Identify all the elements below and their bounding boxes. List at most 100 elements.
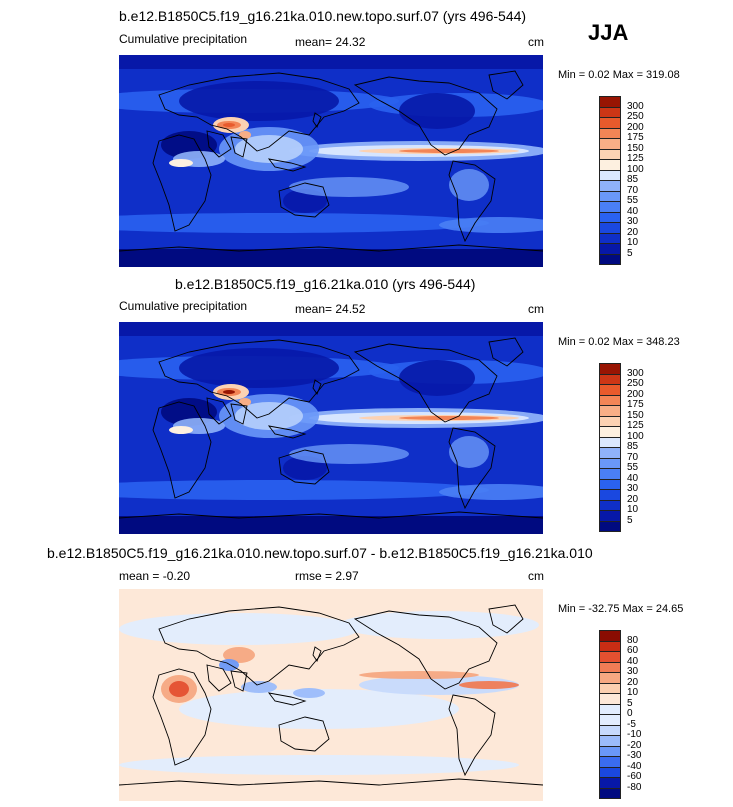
colorbar-segment — [599, 190, 621, 202]
colorbar-tick-label: 85 — [627, 441, 639, 452]
colorbar-tick-label: 85 — [627, 174, 639, 185]
colorbar-segment — [599, 405, 621, 417]
colorbar-segment — [599, 489, 621, 501]
colorbar-segment — [599, 384, 621, 396]
colorbar-tick-label: 10 — [627, 504, 639, 515]
colorbar-segment — [599, 222, 621, 234]
panel-1-title: b.e12.B1850C5.f19_g16.21ka.010.new.topo.… — [119, 8, 527, 24]
panel-1-colorbar: 5 10 20 30 40 55 70 85 100 125 150 175 200 250 300 — [599, 96, 644, 265]
colorbar-segment — [599, 756, 621, 768]
colorbar-tick-label: 55 — [627, 195, 639, 206]
colorbar-tick-label: 150 — [627, 409, 644, 421]
panel-3-units: cm — [528, 569, 544, 583]
colorbar-segment — [599, 394, 621, 406]
colorbar-tick-label: -10 — [627, 729, 642, 740]
colorbar-tick-label: 100 — [627, 430, 644, 442]
colorbar-tick-label: 30 — [627, 483, 639, 494]
colorbar-tick-label: 5 — [627, 697, 633, 709]
colorbar-tick-label: -60 — [627, 771, 642, 782]
colorbar-segment — [599, 180, 621, 192]
colorbar-tick-label: 0 — [627, 708, 633, 719]
panel-1-variable-label: Cumulative precipitation — [119, 32, 248, 46]
season-label: JJA — [588, 20, 629, 45]
colorbar-segment — [599, 777, 621, 789]
colorbar-segment — [599, 169, 621, 181]
colorbar-segment — [599, 745, 621, 757]
colorbar-segment — [599, 127, 621, 139]
panel-2-map — [119, 322, 543, 534]
colorbar-segment — [599, 787, 621, 799]
colorbar-tick-label: 10 — [627, 237, 639, 248]
colorbar-tick-label: 250 — [627, 111, 644, 122]
panel-3-rmse-label: rmse = 2.97 — [295, 569, 359, 583]
colorbar-tick-label: 175 — [627, 132, 644, 143]
colorbar-segment — [599, 640, 621, 652]
panel-3-title: b.e12.B1850C5.f19_g16.21ka.010.new.topo.… — [47, 545, 593, 561]
colorbar-tick-label: -20 — [627, 739, 642, 751]
colorbar-segment — [599, 117, 621, 129]
colorbar-tick-label: 100 — [627, 163, 644, 175]
colorbar-tick-label: 5 — [627, 514, 633, 526]
colorbar-segment — [599, 96, 621, 108]
colorbar-segment — [599, 415, 621, 427]
panel-1-map — [119, 55, 543, 267]
panel-3-min-max: Min = -32.75 Max = 24.65 — [558, 603, 684, 615]
colorbar-segment — [599, 211, 621, 223]
colorbar-tick-label: 55 — [627, 462, 639, 473]
panel-2-title: b.e12.B1850C5.f19_g16.21ka.010 (yrs 496-… — [175, 276, 476, 292]
colorbar-segment — [599, 520, 621, 532]
colorbar-tick-label: 125 — [627, 153, 644, 164]
colorbar-tick-label: -5 — [627, 718, 636, 730]
colorbar-segment — [599, 499, 621, 511]
colorbar-segment — [599, 106, 621, 118]
colorbar-segment — [599, 682, 621, 694]
colorbar-tick-label: 300 — [627, 367, 644, 379]
colorbar-segment — [599, 510, 621, 522]
colorbar-segment — [599, 766, 621, 778]
colorbar-tick-label: 200 — [627, 388, 644, 400]
colorbar-segment — [599, 148, 621, 160]
colorbar-segment — [599, 672, 621, 684]
colorbar-tick-label: 20 — [627, 226, 639, 238]
panel-1-units: cm — [528, 35, 544, 49]
colorbar-segment — [599, 436, 621, 448]
colorbar-segment — [599, 373, 621, 385]
colorbar-segment — [599, 201, 621, 213]
panel-2-units: cm — [528, 302, 544, 316]
panel-1-mean-label: mean= 24.32 — [295, 35, 366, 49]
colorbar-tick-label: 150 — [627, 142, 644, 154]
colorbar-tick-label: -40 — [627, 760, 642, 772]
colorbar-tick-label: -30 — [627, 750, 642, 761]
colorbar-segment — [599, 703, 621, 715]
colorbar-segment — [599, 693, 621, 705]
colorbar-tick-label: 60 — [627, 645, 639, 656]
colorbar-segment — [599, 159, 621, 171]
colorbar-tick-label: 250 — [627, 378, 644, 389]
panel-1-min-max: Min = 0.02 Max = 319.08 — [558, 69, 680, 81]
colorbar-segment — [599, 724, 621, 736]
colorbar-segment — [599, 735, 621, 747]
colorbar-segment — [599, 447, 621, 459]
panel-2-colorbar: 5 10 20 30 40 55 70 85 100 125 150 175 200 250 300 — [599, 363, 644, 532]
colorbar-segment — [599, 243, 621, 255]
colorbar-segment — [599, 714, 621, 726]
colorbar-segment — [599, 426, 621, 438]
panel-2-variable-label: Cumulative precipitation — [119, 299, 248, 313]
colorbar-segment — [599, 457, 621, 469]
colorbar-tick-label: 40 — [627, 655, 639, 667]
panel-2-mean-label: mean= 24.52 — [295, 302, 366, 316]
colorbar-segment — [599, 468, 621, 480]
colorbar-segment — [599, 630, 621, 642]
colorbar-tick-label: 200 — [627, 121, 644, 133]
panel-3-mean-label: mean = -0.20 — [119, 569, 191, 583]
panel-3-colorbar: -80 -60 -40 -30 -20 -10 -5 0 5 10 20 30 40 60 80 — [599, 630, 641, 799]
colorbar-tick-label: 40 — [627, 472, 639, 484]
panel-2-min-max: Min = 0.02 Max = 348.23 — [558, 336, 680, 348]
colorbar-tick-label: 70 — [627, 451, 639, 463]
colorbar-segment — [599, 661, 621, 673]
colorbar-tick-label: 175 — [627, 399, 644, 410]
colorbar-tick-label: 80 — [627, 634, 639, 646]
colorbar-tick-label: 20 — [627, 676, 639, 688]
colorbar-tick-label: -80 — [627, 781, 642, 793]
colorbar-segment — [599, 363, 621, 375]
